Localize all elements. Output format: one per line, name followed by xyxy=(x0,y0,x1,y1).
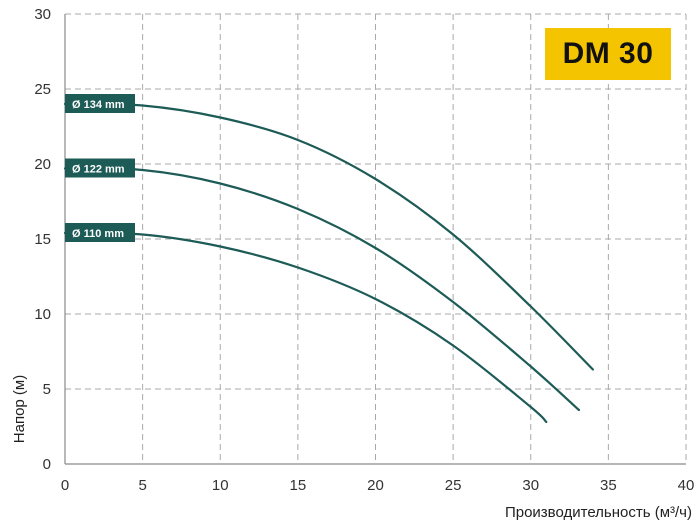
x-tick-label: 30 xyxy=(522,477,539,494)
y-tick-label: 15 xyxy=(34,231,51,248)
pump-curve xyxy=(63,231,548,424)
curve-label-text: Ø 110 mm xyxy=(72,228,124,240)
y-tick-label: 10 xyxy=(34,306,51,323)
model-badge: DM 30 xyxy=(545,28,671,80)
x-axis-title: Производительность (м³/ч) xyxy=(505,504,692,521)
curve-label: Ø 134 mm xyxy=(65,94,135,113)
y-tick-label: 5 xyxy=(43,381,51,398)
curve-label-box xyxy=(65,94,135,113)
curve-labels: Ø 134 mm Ø 122 mm Ø 110 mm xyxy=(65,94,135,242)
y-axis-title: Напор (м) xyxy=(11,375,28,443)
y-tick-label: 30 xyxy=(34,6,51,23)
x-tick-label: 15 xyxy=(290,477,307,494)
curve-label-box xyxy=(65,223,135,242)
x-tick-label: 25 xyxy=(445,477,462,494)
curve-label-text: Ø 122 mm xyxy=(72,164,125,176)
x-tick-label: 20 xyxy=(367,477,384,494)
y-tick-label: 20 xyxy=(34,156,51,173)
x-tick-label: 0 xyxy=(61,477,69,494)
curve-label-text: Ø 134 mm xyxy=(72,99,125,111)
x-tick-label: 40 xyxy=(678,477,695,494)
x-tick-label: 35 xyxy=(600,477,617,494)
pump-curves xyxy=(63,102,594,424)
y-tick-label: 0 xyxy=(43,456,51,473)
y-tick-label: 25 xyxy=(34,81,51,98)
curve-label: Ø 110 mm xyxy=(65,223,135,242)
model-badge-text: DM 30 xyxy=(562,37,654,70)
pump-curve xyxy=(63,167,580,412)
x-tick-label: 10 xyxy=(212,477,229,494)
curve-label: Ø 122 mm xyxy=(65,158,135,178)
curve-label-box xyxy=(65,158,135,178)
pump-curve xyxy=(63,102,594,371)
x-tick-label: 5 xyxy=(138,477,146,494)
grid xyxy=(65,13,687,464)
